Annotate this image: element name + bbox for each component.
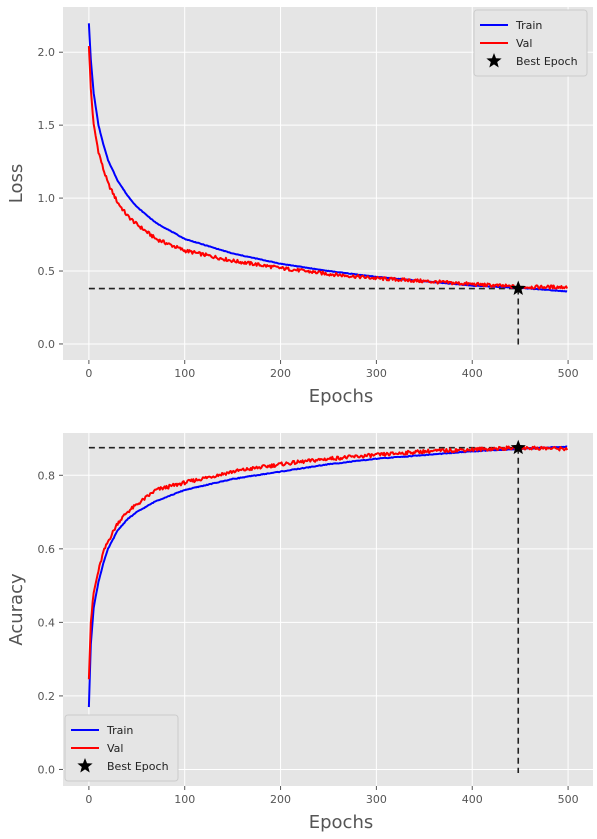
legend-label: Train <box>515 19 542 32</box>
legend-star-icon <box>77 758 93 773</box>
x-tick-label: 200 <box>270 793 291 806</box>
x-tick-label: 0 <box>85 793 92 806</box>
legend-label: Best Epoch <box>516 55 578 68</box>
x-tick-label: 400 <box>462 367 483 380</box>
y-axis-label: Acuracy <box>6 573 27 646</box>
legend-label: Best Epoch <box>107 760 169 773</box>
series-line-val <box>87 45 569 290</box>
y-tick-label: 1.0 <box>38 192 56 205</box>
accuracy-chart: 0 100 200 300 400 500 0.0 0.2 0.4 0.6 0.8 Epochs Acu… <box>6 433 593 833</box>
y-tick-label: 0.5 <box>38 265 56 278</box>
y-tick-label: 1.5 <box>38 119 56 132</box>
legend-label: Train <box>106 724 133 737</box>
y-tick-label: 0.8 <box>38 469 56 482</box>
legend: Train Val Best Epoch <box>473 9 588 77</box>
x-tick-label: 500 <box>558 793 579 806</box>
x-tick-label: 200 <box>270 367 291 380</box>
x-axis-label: Epochs <box>309 386 374 407</box>
x-tick-label: 400 <box>462 793 483 806</box>
legend-frame <box>64 714 179 782</box>
y-tick-label: 0.4 <box>38 616 56 629</box>
legend: Train Val Best Epoch <box>64 714 179 782</box>
y-tick-label: 0.6 <box>38 543 56 556</box>
legend-frame <box>473 9 588 77</box>
x-axis-label: Epochs <box>309 812 374 833</box>
x-tick-label: 300 <box>366 367 387 380</box>
x-tick-label: 100 <box>174 793 195 806</box>
loss-chart: 0 100 200 300 400 500 0.0 0.5 1.0 1.5 2.0 Epochs Los… <box>6 7 593 407</box>
y-axis-label: Loss <box>6 164 27 203</box>
y-tick-label: 0.0 <box>38 338 56 351</box>
x-tick-label: 100 <box>174 367 195 380</box>
legend-star-icon <box>486 53 502 68</box>
y-tick-label: 0.2 <box>38 690 56 703</box>
series-line-val <box>87 445 569 680</box>
best-epoch-marker <box>510 439 526 455</box>
y-tick-label: 0.0 <box>38 763 56 776</box>
x-tick-label: 0 <box>85 367 92 380</box>
best-epoch-marker <box>510 280 526 295</box>
y-tick-label: 2.0 <box>38 46 56 59</box>
x-tick-label: 500 <box>558 367 579 380</box>
x-tick-label: 300 <box>366 793 387 806</box>
legend-label: Val <box>107 742 123 755</box>
legend-label: Val <box>516 37 532 50</box>
